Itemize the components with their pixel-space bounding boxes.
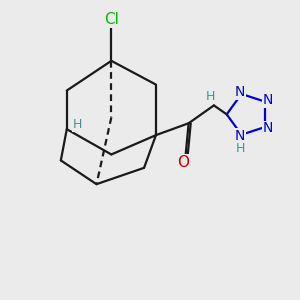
Text: H: H (235, 142, 245, 154)
Text: Cl: Cl (104, 12, 119, 27)
Text: N: N (235, 85, 245, 100)
Text: N: N (235, 129, 245, 143)
Text: O: O (177, 155, 189, 170)
Text: N: N (262, 93, 273, 107)
Text: N: N (262, 122, 273, 135)
Text: H: H (206, 90, 216, 103)
Text: H: H (73, 118, 82, 131)
